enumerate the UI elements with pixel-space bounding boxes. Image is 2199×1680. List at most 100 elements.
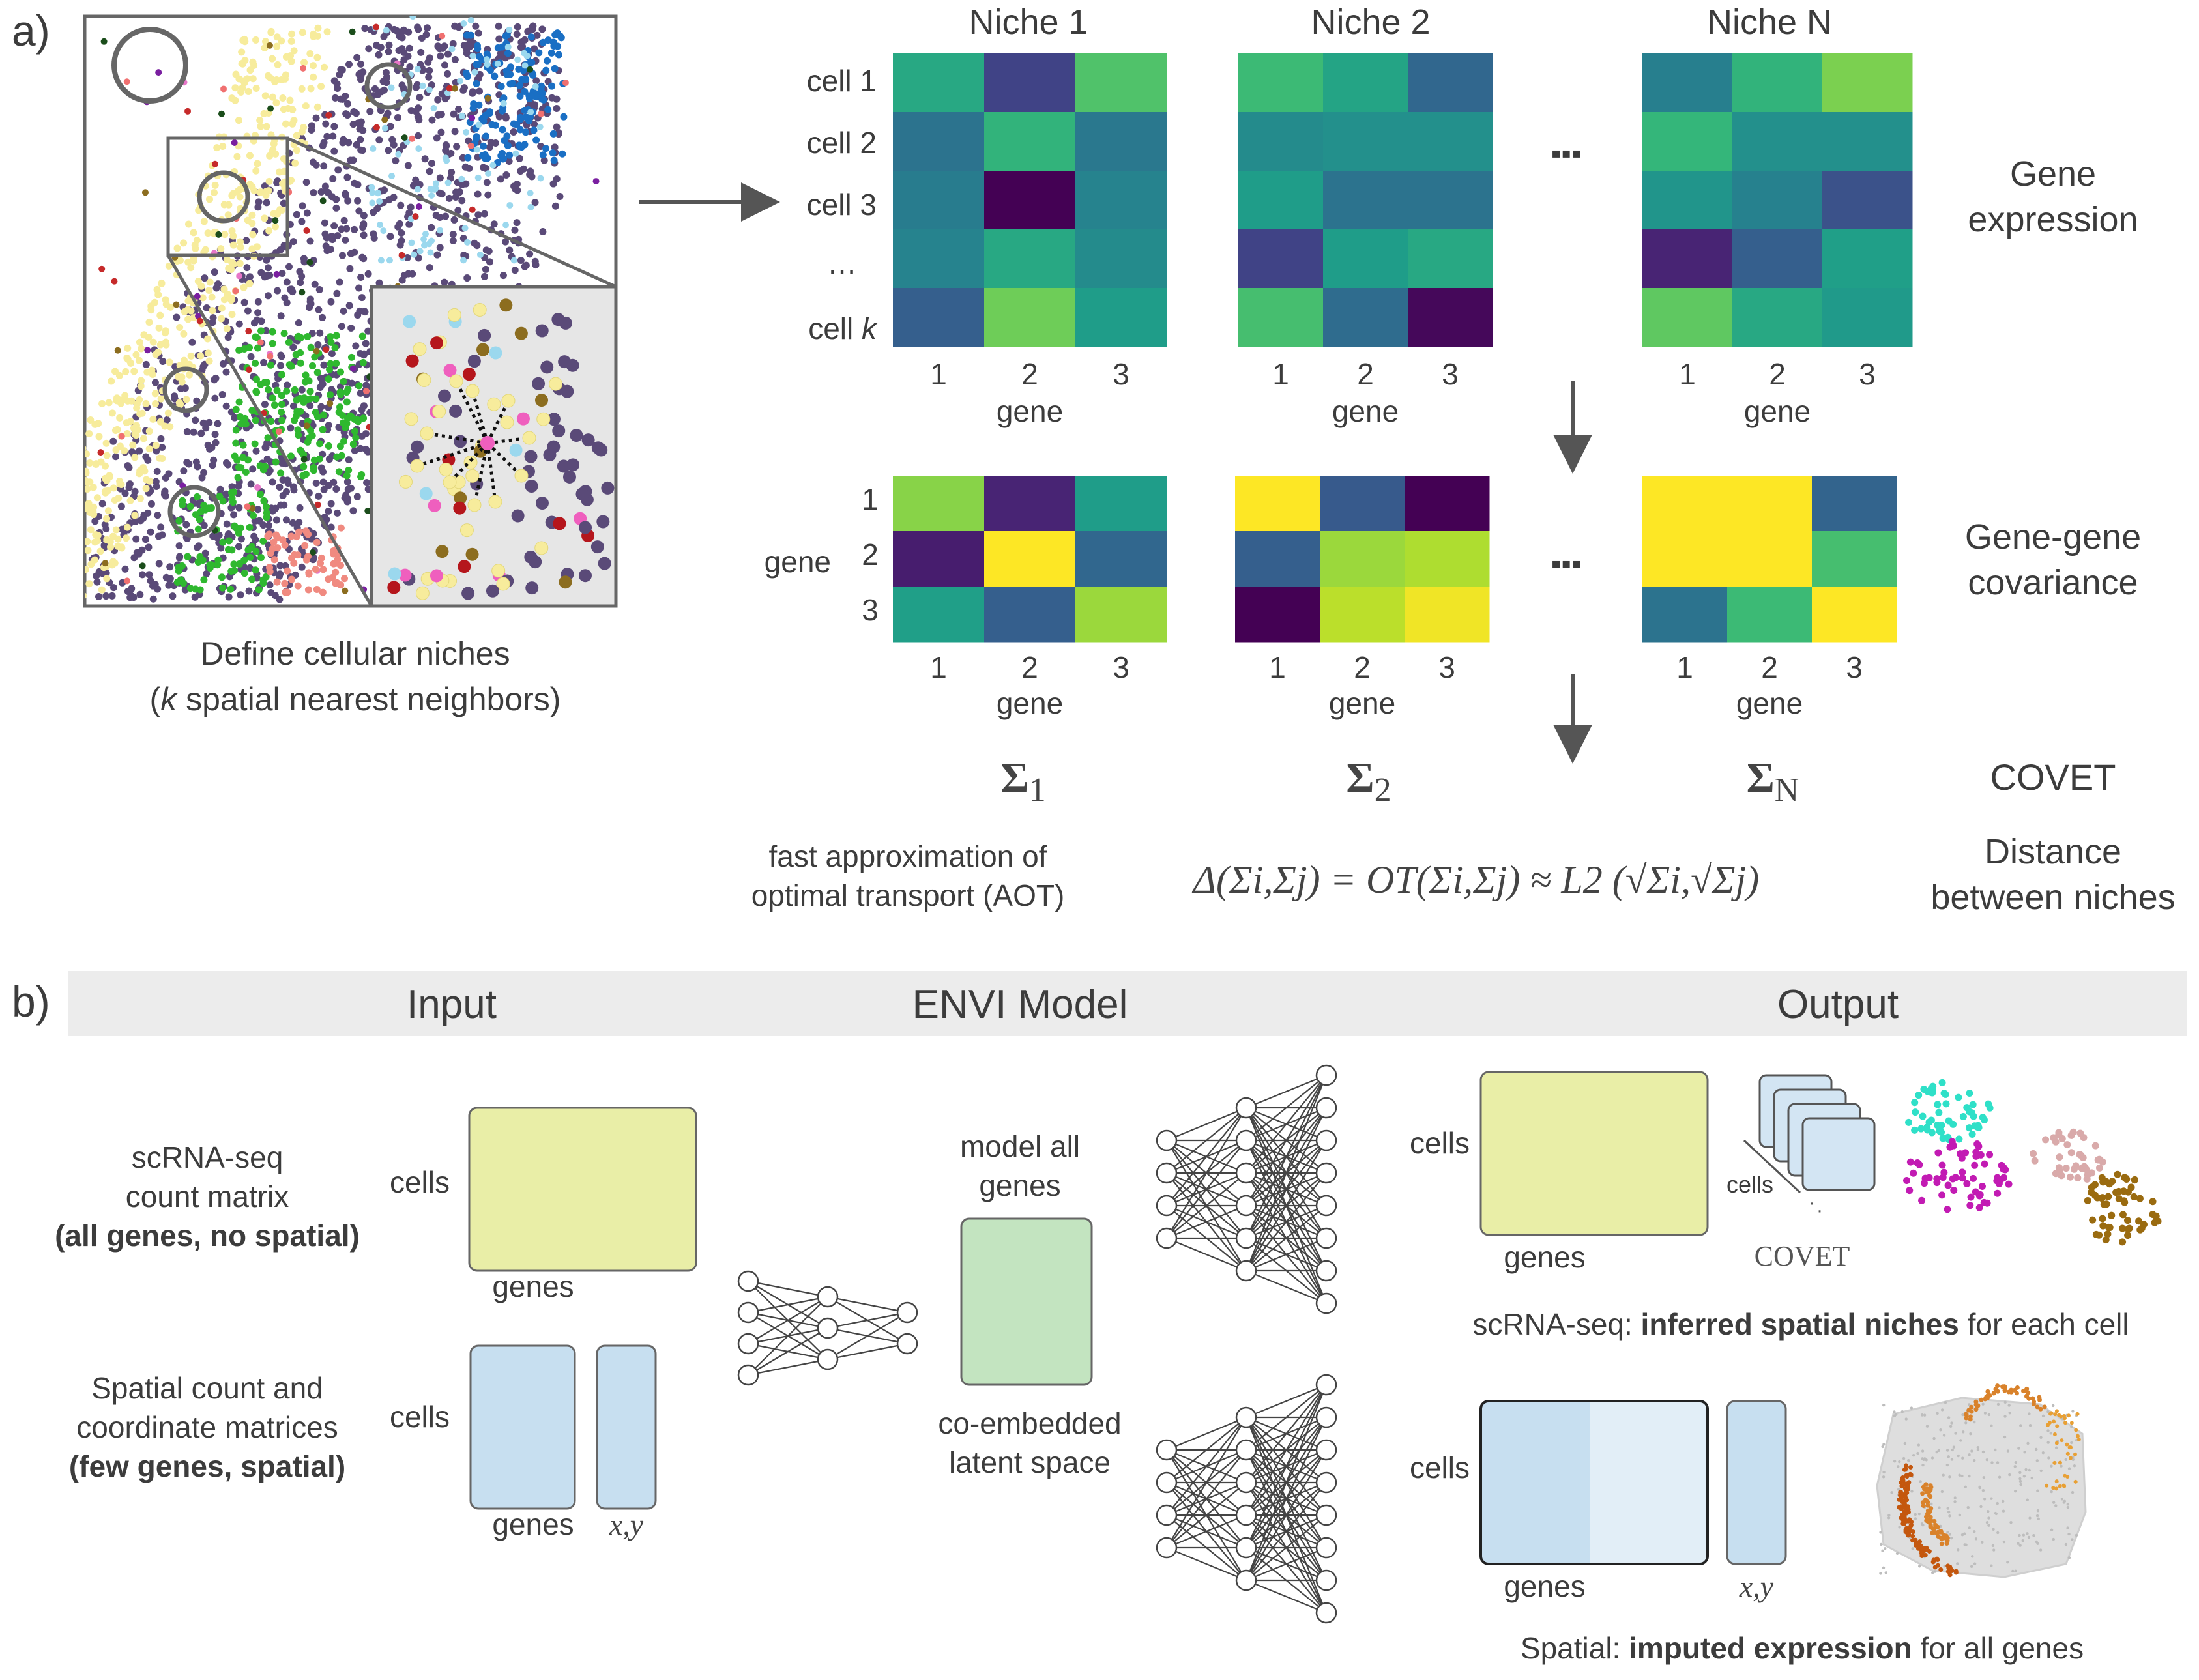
out-spatial-imputed-matrix [1479, 1400, 1709, 1565]
gene-axis-label: gene [1744, 394, 1811, 428]
covariance-heatmap-1: 1 2 3 gene 1 2 3 [862, 476, 1167, 720]
gene-axis-label: gene [997, 394, 1063, 428]
spatial-coordinate-matrix [596, 1344, 657, 1510]
network-node [1315, 1097, 1337, 1119]
distance-label-2: between niches [1930, 878, 2175, 917]
network-node [1315, 1227, 1337, 1249]
network-node [1315, 1602, 1337, 1624]
cell-label-k: cell k [808, 311, 878, 345]
heatmap-cell [1642, 531, 1728, 587]
network-node [1156, 1537, 1178, 1559]
heatmap-cell [1732, 229, 1823, 289]
sigma-2: Σ2 [1346, 754, 1391, 809]
out-spatial-caption: Spatial: imputed expression for all gene… [1521, 1631, 2084, 1665]
latent-label-2: latent space [949, 1445, 1111, 1479]
out-scrna-genes-label: genes [1504, 1240, 1585, 1274]
scrna-desc-3: (all genes, no spatial) [55, 1219, 360, 1253]
niche-circle [162, 366, 209, 413]
header-band [68, 971, 2187, 1036]
gene-tick-label: 1 [1272, 357, 1289, 391]
zoom-box [166, 136, 289, 257]
ot-formula: Δ(Σi,Σj) = OT(Σi,Σj) ≈ L2 (√Σi,√Σj) [1192, 858, 1759, 901]
heatmap-cell [1075, 476, 1167, 532]
network-node [1235, 1406, 1257, 1428]
heatmap-cell [1822, 171, 1913, 230]
scrna-count-matrix [468, 1107, 697, 1272]
aot-caption-1: fast approximation of [768, 839, 1047, 873]
cov-row-tick: 3 [862, 593, 879, 627]
latent-space-box [960, 1217, 1093, 1386]
heatmap-cell [1323, 112, 1408, 171]
network-node [1315, 1471, 1337, 1494]
heatmap-cell [984, 229, 1076, 289]
heatmap-cell [1405, 531, 1490, 587]
heatmap-cell [1075, 171, 1167, 230]
niche-circle [111, 27, 188, 104]
heatmap-cell [984, 531, 1076, 587]
network-node [737, 1270, 759, 1292]
decoder-network-scrna [1156, 1064, 1337, 1314]
heatmap-cell [1822, 112, 1913, 171]
heatmap-cell [984, 112, 1076, 171]
cell-label-1: cell 1 [807, 64, 877, 98]
network-node [1156, 1504, 1178, 1526]
spatial-count-matrix [469, 1344, 576, 1510]
ellipsis-expr: ▪▪▪ [1551, 138, 1582, 169]
model-all-genes-1: model all [960, 1129, 1080, 1163]
gene-tick-label: 3 [1113, 357, 1129, 391]
heatmap-cell [893, 171, 985, 230]
heatmap-cell [984, 171, 1076, 230]
row-label-gene-expression-1: Gene [2010, 154, 2096, 194]
out-spatial-cells-label: cells [1410, 1451, 1470, 1484]
aot-caption-2: optimal transport (AOT) [751, 878, 1065, 912]
distance-label-1: Distance [1985, 832, 2121, 871]
heatmap-cell [1408, 112, 1493, 171]
gene-axis-label: gene [1329, 686, 1395, 720]
gene-tick-label: 1 [930, 357, 947, 391]
niche-circle [167, 485, 221, 538]
heatmap-cell [1235, 587, 1320, 643]
heatmap-cell [1822, 229, 1913, 289]
heatmap-cell [1320, 476, 1405, 532]
scrna-desc-1: scRNA-seq [132, 1140, 284, 1174]
heatmap-cell [1405, 476, 1490, 532]
heatmap-cell [1408, 229, 1493, 289]
heatmap-cell [893, 229, 985, 289]
out-scrna-cells-label: cells [1410, 1126, 1470, 1160]
network-node [1235, 1195, 1257, 1217]
heatmap-cell [893, 288, 985, 347]
network-node [1315, 1292, 1337, 1314]
out-scrna-matrix [1479, 1071, 1709, 1236]
gene-tick-label: 2 [1021, 357, 1038, 391]
scrna-genes-label: genes [492, 1269, 574, 1303]
cell-label-ellipsis: … [827, 246, 857, 280]
heatmap-cell [984, 53, 1076, 113]
gene-tick-label: 3 [1859, 357, 1876, 391]
out-covet-label: COVET [1755, 1240, 1850, 1272]
latent-label-1: co-embedded [938, 1406, 1121, 1440]
spatial-tissue-map [1876, 1383, 2087, 1578]
heatmap-cell [1727, 476, 1813, 532]
row-label-covariance-1: Gene-gene [1965, 517, 2141, 557]
tissue-niche-plot [83, 14, 618, 608]
heatmap-cell [1642, 112, 1733, 171]
heatmap-cell [1727, 587, 1813, 643]
model-all-genes-2: genes [979, 1168, 1060, 1202]
heatmap-cell [1320, 531, 1405, 587]
expression-heatmap-1: 1 2 3 gene [893, 53, 1167, 428]
network-node [1235, 1227, 1257, 1249]
heatmap-cell [1642, 171, 1733, 230]
heatmap-cell [1320, 587, 1405, 643]
sigma-n: ΣN [1747, 754, 1799, 809]
heatmap-cell [1075, 53, 1167, 113]
scrna-cells-label: cells [390, 1165, 450, 1199]
heatmap-cell [1408, 171, 1493, 230]
heatmap-cell [1822, 288, 1913, 347]
network-node [1315, 1162, 1337, 1184]
niche-circle [364, 62, 413, 110]
sigma-1: Σ1 [1000, 754, 1045, 809]
gene-tick-label: 3 [1438, 650, 1455, 684]
inset-cells [387, 298, 615, 600]
gene-tick-label: 1 [1269, 650, 1286, 684]
